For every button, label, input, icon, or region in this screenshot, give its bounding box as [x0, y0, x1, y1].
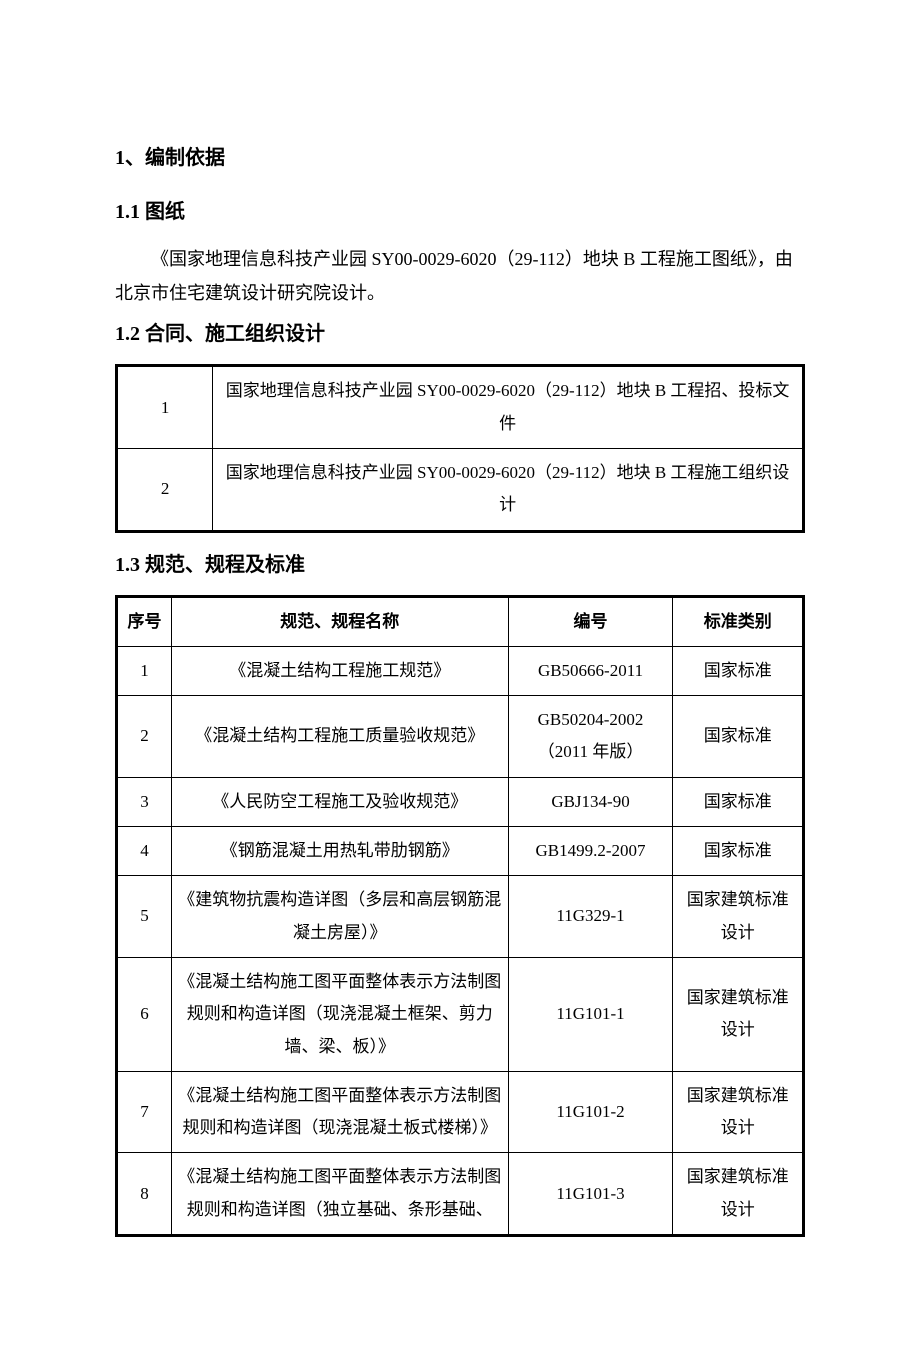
cell-index: 2 — [117, 696, 172, 778]
cell-code: 11G329-1 — [508, 876, 673, 958]
cell-index: 1 — [117, 366, 213, 449]
table-header-row: 序号 规范、规程名称 编号 标准类别 — [117, 596, 804, 646]
table-row: 3 《人民防空工程施工及验收规范》 GBJ134-90 国家标准 — [117, 777, 804, 826]
cell-description: 国家地理信息科技产业园 SY00-0029-6020（29-112）地块 B 工… — [213, 448, 804, 531]
cell-index: 4 — [117, 827, 172, 876]
table-row: 1 国家地理信息科技产业园 SY00-0029-6020（29-112）地块 B… — [117, 366, 804, 449]
cell-index: 7 — [117, 1071, 172, 1153]
cell-type: 国家建筑标准设计 — [673, 1153, 804, 1236]
cell-name: 《混凝土结构施工图平面整体表示方法制图规则和构造详图（现浇混凝土框架、剪力墙、梁… — [171, 957, 508, 1071]
cell-type: 国家建筑标准设计 — [673, 876, 804, 958]
cell-index: 8 — [117, 1153, 172, 1236]
cell-type: 国家标准 — [673, 646, 804, 695]
table-row: 8 《混凝土结构施工图平面整体表示方法制图规则和构造详图（独立基础、条形基础、 … — [117, 1153, 804, 1236]
table-row: 7 《混凝土结构施工图平面整体表示方法制图规则和构造详图（现浇混凝土板式楼梯）》… — [117, 1071, 804, 1153]
cell-code: 11G101-2 — [508, 1071, 673, 1153]
cell-name: 《混凝土结构工程施工质量验收规范》 — [171, 696, 508, 778]
table-row: 4 《钢筋混凝土用热轧带肋钢筋》 GB1499.2-2007 国家标准 — [117, 827, 804, 876]
table-row: 2 国家地理信息科技产业园 SY00-0029-6020（29-112）地块 B… — [117, 448, 804, 531]
cell-name: 《人民防空工程施工及验收规范》 — [171, 777, 508, 826]
heading-compilation-basis: 1、编制依据 — [115, 140, 805, 176]
cell-type: 国家标准 — [673, 696, 804, 778]
cell-code: GB50204-2002（2011 年版） — [508, 696, 673, 778]
header-name: 规范、规程名称 — [171, 596, 508, 646]
cell-index: 6 — [117, 957, 172, 1071]
cell-name: 《混凝土结构施工图平面整体表示方法制图规则和构造详图（现浇混凝土板式楼梯）》 — [171, 1071, 508, 1153]
cell-index: 2 — [117, 448, 213, 531]
table-row: 6 《混凝土结构施工图平面整体表示方法制图规则和构造详图（现浇混凝土框架、剪力墙… — [117, 957, 804, 1071]
cell-code: GB1499.2-2007 — [508, 827, 673, 876]
cell-name: 《混凝土结构施工图平面整体表示方法制图规则和构造详图（独立基础、条形基础、 — [171, 1153, 508, 1236]
cell-code: 11G101-1 — [508, 957, 673, 1071]
cell-code: GBJ134-90 — [508, 777, 673, 826]
paragraph-drawings: 《国家地理信息科技产业园 SY00-0029-6020（29-112）地块 B … — [115, 242, 805, 310]
table-standards: 序号 规范、规程名称 编号 标准类别 1 《混凝土结构工程施工规范》 GB506… — [115, 595, 805, 1237]
cell-index: 5 — [117, 876, 172, 958]
header-index: 序号 — [117, 596, 172, 646]
cell-type: 国家标准 — [673, 777, 804, 826]
cell-index: 3 — [117, 777, 172, 826]
cell-description: 国家地理信息科技产业园 SY00-0029-6020（29-112）地块 B 工… — [213, 366, 804, 449]
table-contract-wrap: 1 国家地理信息科技产业园 SY00-0029-6020（29-112）地块 B… — [115, 364, 805, 532]
cell-index: 1 — [117, 646, 172, 695]
table-standards-wrap: 序号 规范、规程名称 编号 标准类别 1 《混凝土结构工程施工规范》 GB506… — [115, 595, 805, 1237]
cell-name: 《钢筋混凝土用热轧带肋钢筋》 — [171, 827, 508, 876]
cell-type: 国家建筑标准设计 — [673, 1071, 804, 1153]
table-row: 2 《混凝土结构工程施工质量验收规范》 GB50204-2002（2011 年版… — [117, 696, 804, 778]
heading-drawings: 1.1 图纸 — [115, 194, 805, 230]
cell-name: 《建筑物抗震构造详图（多层和高层钢筋混凝土房屋）》 — [171, 876, 508, 958]
cell-type: 国家建筑标准设计 — [673, 957, 804, 1071]
cell-code: GB50666-2011 — [508, 646, 673, 695]
cell-name: 《混凝土结构工程施工规范》 — [171, 646, 508, 695]
header-type: 标准类别 — [673, 596, 804, 646]
table-row: 1 《混凝土结构工程施工规范》 GB50666-2011 国家标准 — [117, 646, 804, 695]
heading-contract: 1.2 合同、施工组织设计 — [115, 316, 805, 352]
heading-standards: 1.3 规范、规程及标准 — [115, 547, 805, 583]
table-row: 5 《建筑物抗震构造详图（多层和高层钢筋混凝土房屋）》 11G329-1 国家建… — [117, 876, 804, 958]
cell-code: 11G101-3 — [508, 1153, 673, 1236]
table-contract: 1 国家地理信息科技产业园 SY00-0029-6020（29-112）地块 B… — [115, 364, 805, 532]
header-code: 编号 — [508, 596, 673, 646]
cell-type: 国家标准 — [673, 827, 804, 876]
